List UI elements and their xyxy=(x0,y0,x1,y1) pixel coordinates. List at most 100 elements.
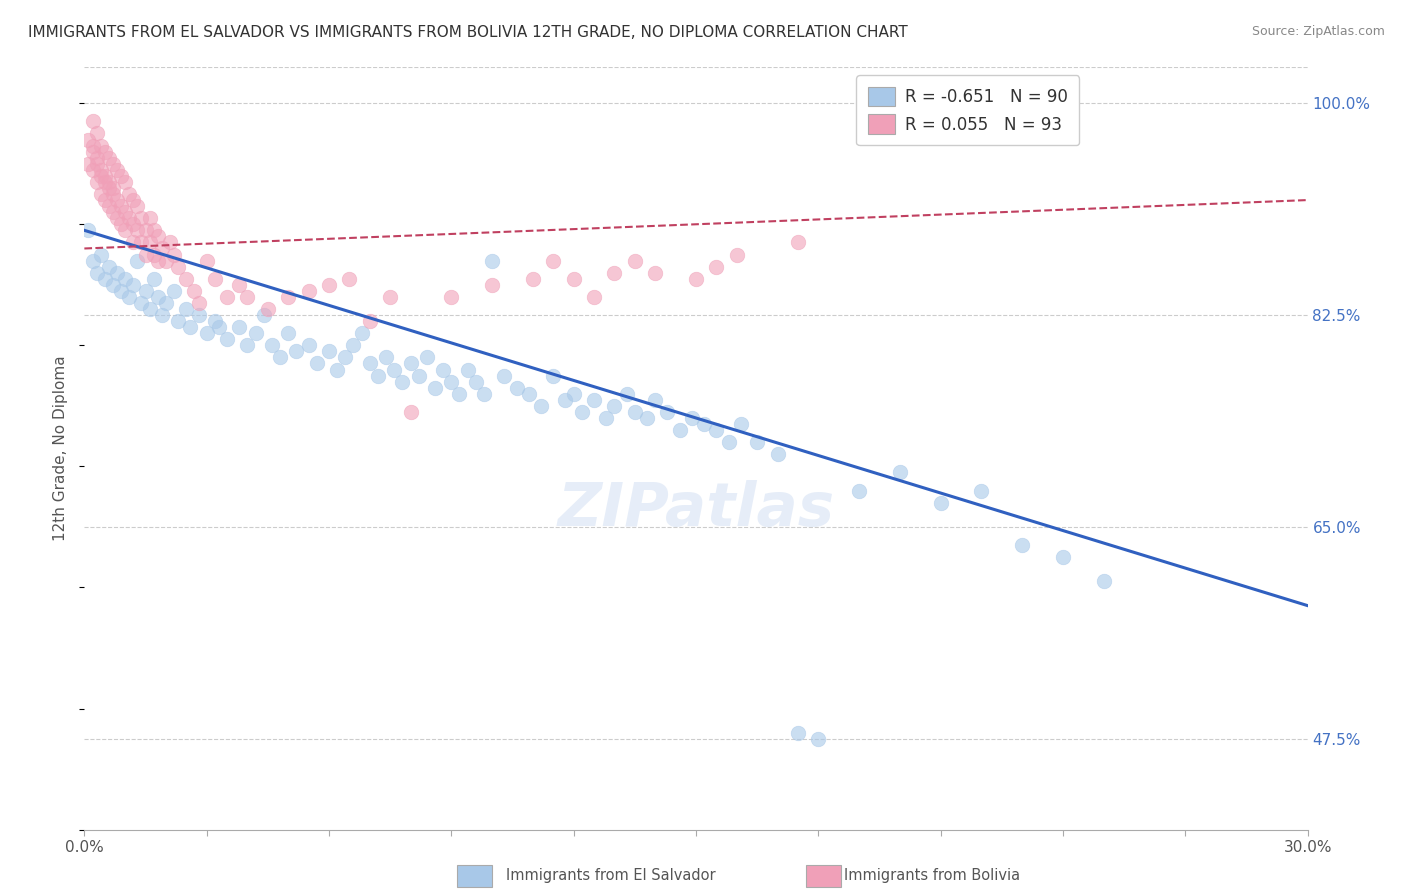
Point xyxy=(350,326,373,341)
Point xyxy=(423,381,446,395)
Point xyxy=(183,284,205,298)
Point xyxy=(163,247,186,261)
Point xyxy=(97,175,120,189)
Point xyxy=(305,356,328,371)
Point xyxy=(105,266,128,280)
Point xyxy=(644,266,666,280)
Point xyxy=(706,260,728,274)
Text: IMMIGRANTS FROM EL SALVADOR VS IMMIGRANTS FROM BOLIVIA 12TH GRADE, NO DIPLOMA CO: IMMIGRANTS FROM EL SALVADOR VS IMMIGRANT… xyxy=(28,25,908,40)
Point xyxy=(440,290,463,304)
Point xyxy=(146,290,169,304)
Point xyxy=(105,162,128,177)
Point xyxy=(82,162,104,177)
Point xyxy=(82,138,104,153)
Bar xyxy=(457,865,492,887)
Point xyxy=(131,296,153,310)
Point xyxy=(253,308,276,322)
Point xyxy=(217,332,239,346)
Point xyxy=(257,301,280,316)
Point xyxy=(110,217,132,231)
Point xyxy=(245,326,267,341)
Point xyxy=(97,181,120,195)
Point xyxy=(399,405,422,419)
Point xyxy=(730,417,752,431)
Point xyxy=(138,235,160,250)
Point xyxy=(163,284,186,298)
Point xyxy=(848,483,870,498)
Point xyxy=(105,211,128,226)
Point xyxy=(472,386,495,401)
Point xyxy=(522,272,544,286)
Point xyxy=(717,435,740,450)
Point xyxy=(135,223,157,237)
Point xyxy=(326,362,349,376)
Point xyxy=(657,405,679,419)
Point xyxy=(82,114,104,128)
Point xyxy=(97,260,120,274)
Point xyxy=(204,272,226,286)
Point xyxy=(583,290,606,304)
Point xyxy=(228,277,250,292)
Point xyxy=(114,223,136,237)
Point xyxy=(142,223,165,237)
Point xyxy=(127,223,149,237)
Point xyxy=(766,447,789,461)
Point xyxy=(118,186,141,201)
Point xyxy=(277,326,299,341)
Point xyxy=(359,314,381,328)
Point xyxy=(101,277,124,292)
Point xyxy=(603,266,626,280)
Point xyxy=(86,266,108,280)
Point xyxy=(236,290,259,304)
Point xyxy=(481,253,503,268)
Point xyxy=(150,242,173,256)
Text: ZIPatlas: ZIPatlas xyxy=(557,480,835,539)
Point xyxy=(142,247,165,261)
Point xyxy=(554,392,576,407)
Point xyxy=(382,362,405,376)
Point xyxy=(530,399,553,413)
Point xyxy=(644,392,666,407)
Point xyxy=(543,368,565,383)
Point xyxy=(236,338,259,352)
Point xyxy=(93,145,115,159)
Point xyxy=(787,725,810,739)
Point xyxy=(131,211,153,226)
Point xyxy=(110,284,132,298)
Point xyxy=(685,272,707,286)
Point xyxy=(562,386,585,401)
Point xyxy=(101,181,124,195)
Point xyxy=(86,157,108,171)
Point xyxy=(807,731,830,746)
Point xyxy=(408,368,430,383)
Point xyxy=(624,253,647,268)
Point xyxy=(494,368,516,383)
Point xyxy=(93,193,115,207)
Point xyxy=(122,217,145,231)
Point xyxy=(77,223,100,237)
Point xyxy=(155,296,177,310)
Point xyxy=(114,272,136,286)
Point xyxy=(101,157,124,171)
Point xyxy=(155,253,177,268)
Point xyxy=(77,157,100,171)
Point xyxy=(260,338,283,352)
Point xyxy=(228,320,250,334)
Point xyxy=(101,186,124,201)
Point xyxy=(787,235,810,250)
Point xyxy=(118,290,141,304)
Point xyxy=(339,272,361,286)
Point xyxy=(114,175,136,189)
Point xyxy=(77,132,100,146)
Point xyxy=(595,411,617,425)
Point xyxy=(82,145,104,159)
Point xyxy=(583,392,606,407)
Point xyxy=(1092,574,1115,589)
Point xyxy=(380,290,402,304)
Point xyxy=(101,205,124,219)
Point xyxy=(90,169,112,183)
Point xyxy=(174,301,197,316)
Y-axis label: 12th Grade, No Diploma: 12th Grade, No Diploma xyxy=(53,355,69,541)
Point xyxy=(187,308,209,322)
Point xyxy=(110,199,132,213)
